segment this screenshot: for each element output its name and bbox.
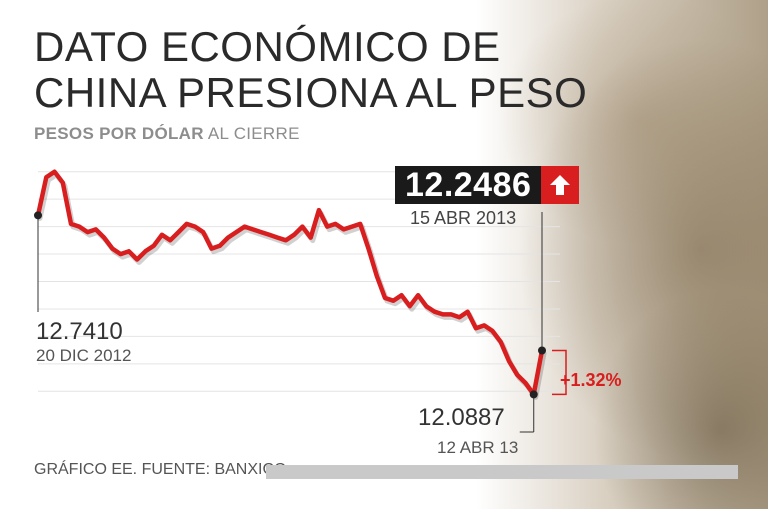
subtitle-bold: PESOS POR DÓLAR <box>34 124 204 143</box>
chart-subtitle: PESOS POR DÓLAR AL CIERRE <box>34 124 300 144</box>
callout-guides <box>37 212 567 433</box>
source-credit: GRÁFICO EE. FUENTE: BANXICO. <box>34 461 291 478</box>
chart-series <box>35 169 547 400</box>
chart-markers <box>34 211 546 399</box>
start-point <box>34 211 42 220</box>
current-point <box>538 346 546 355</box>
low-date: 12 ABR 13 <box>437 438 519 457</box>
series-line-shadow <box>37 172 547 400</box>
arrow-up-icon <box>541 166 580 204</box>
series-line <box>35 169 545 397</box>
change-percent: +1.32% <box>560 370 622 390</box>
chart-title-line-2: CHINA PRESIONA AL PESO <box>34 69 588 116</box>
chart-title-line-1: DATO ECONÓMICO DE <box>34 23 501 70</box>
change-bracket <box>552 349 567 396</box>
current-value-callout: 12.2486 <box>395 166 580 204</box>
low-point <box>529 390 538 399</box>
low-value: 12.0887 <box>418 404 505 431</box>
current-date: 15 ABR 2013 <box>410 208 517 228</box>
start-value: 12.7410 <box>36 318 123 345</box>
current-value: 12.2486 <box>395 166 542 204</box>
start-date: 20 DIC 2012 <box>36 346 132 365</box>
footer-rule <box>266 465 738 479</box>
subtitle-rest: AL CIERRE <box>207 124 300 143</box>
chart-title: DATO ECONÓMICO DE CHINA PRESIONA AL PESO <box>34 24 587 116</box>
